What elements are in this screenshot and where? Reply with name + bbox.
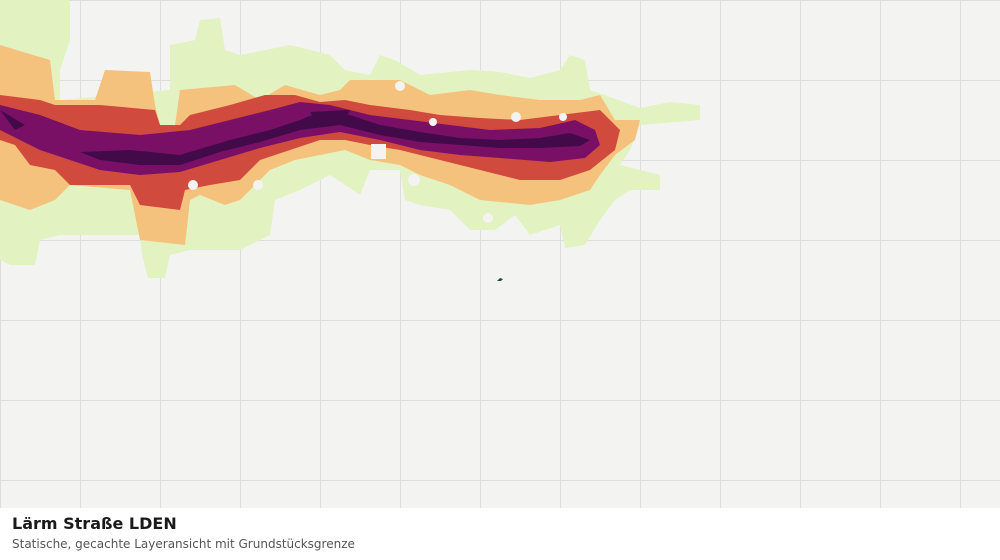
noise-zone-high — [0, 95, 620, 210]
legend-footer: Lärm Straße LDEN Statische, gecachte Lay… — [0, 508, 1000, 560]
layer-title: Lärm Straße LDEN — [12, 514, 177, 533]
map-holes — [188, 81, 567, 223]
map-view — [0, 0, 1000, 508]
layer-subtitle: Statische, gecachte Layeransicht mit Gru… — [12, 537, 355, 551]
parcel-marker — [497, 278, 503, 281]
